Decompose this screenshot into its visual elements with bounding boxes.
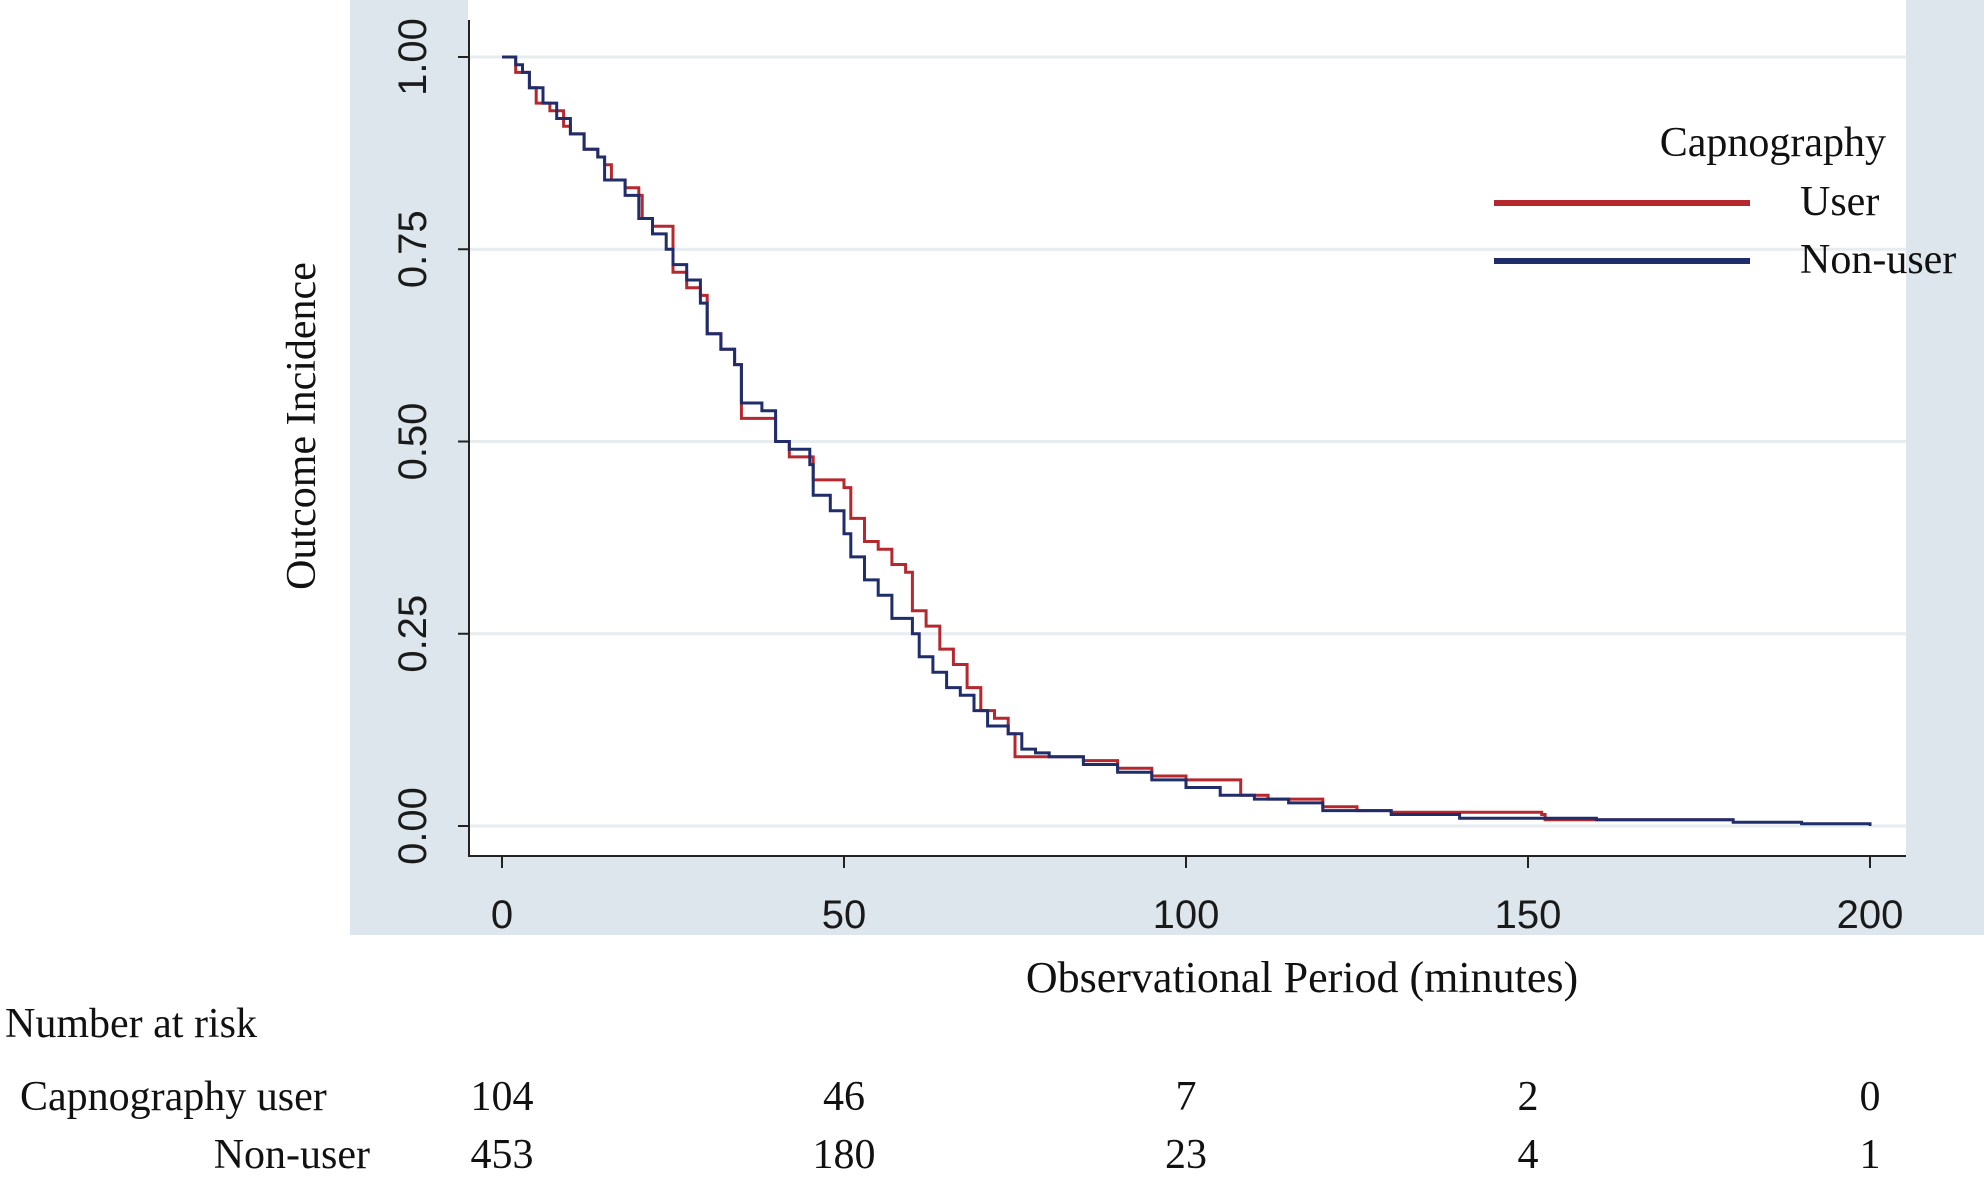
series-lines xyxy=(502,55,1872,826)
y-tick-label: 0.00 xyxy=(391,787,435,865)
y-axis-label: Outcome Incidence xyxy=(279,262,325,590)
x-tick-labels: 0 50 100 150 200 xyxy=(491,893,1904,937)
risk-value: 2 xyxy=(1517,1074,1539,1120)
risk-value: 0 xyxy=(1859,1074,1881,1120)
x-tick-label: 150 xyxy=(1495,893,1562,937)
risk-row-label-user: Capnography user xyxy=(20,1074,327,1120)
x-tick-label: 200 xyxy=(1837,893,1904,937)
x-tick-label: 100 xyxy=(1153,893,1220,937)
risk-value: 23 xyxy=(1165,1132,1207,1178)
risk-value: 4 xyxy=(1517,1132,1539,1178)
legend-label-user: User xyxy=(1800,179,1879,225)
y-tick-label: 0.50 xyxy=(391,403,435,481)
series-line-non-user xyxy=(502,55,1872,826)
y-tick-label: 0.75 xyxy=(391,210,435,288)
risk-value: 1 xyxy=(1859,1132,1881,1178)
plot-area xyxy=(468,0,1906,855)
y-tick-label: 0.25 xyxy=(391,595,435,673)
y-tick-labels: 0.00 0.25 0.50 0.75 1.00 xyxy=(391,18,435,865)
risk-value: 46 xyxy=(823,1074,865,1120)
legend-title: Capnography xyxy=(1660,120,1886,166)
legend-label-non-user: Non-user xyxy=(1800,237,1956,283)
risk-table-title: Number at risk xyxy=(5,1001,257,1047)
x-tick-label: 50 xyxy=(822,893,867,937)
gridlines xyxy=(458,55,1906,828)
x-axis-label: Observational Period (minutes) xyxy=(1026,953,1578,1002)
legend: Capnography User Non-user xyxy=(1494,120,1956,283)
axes xyxy=(468,20,1906,868)
risk-value: 453 xyxy=(470,1132,534,1178)
risk-row-label-non-user: Non-user xyxy=(213,1132,370,1178)
risk-value: 7 xyxy=(1175,1074,1197,1120)
risk-value: 180 xyxy=(812,1132,876,1178)
x-tick-label: 0 xyxy=(491,893,513,937)
y-tick-label: 1.00 xyxy=(391,18,435,96)
risk-value: 104 xyxy=(470,1074,534,1120)
